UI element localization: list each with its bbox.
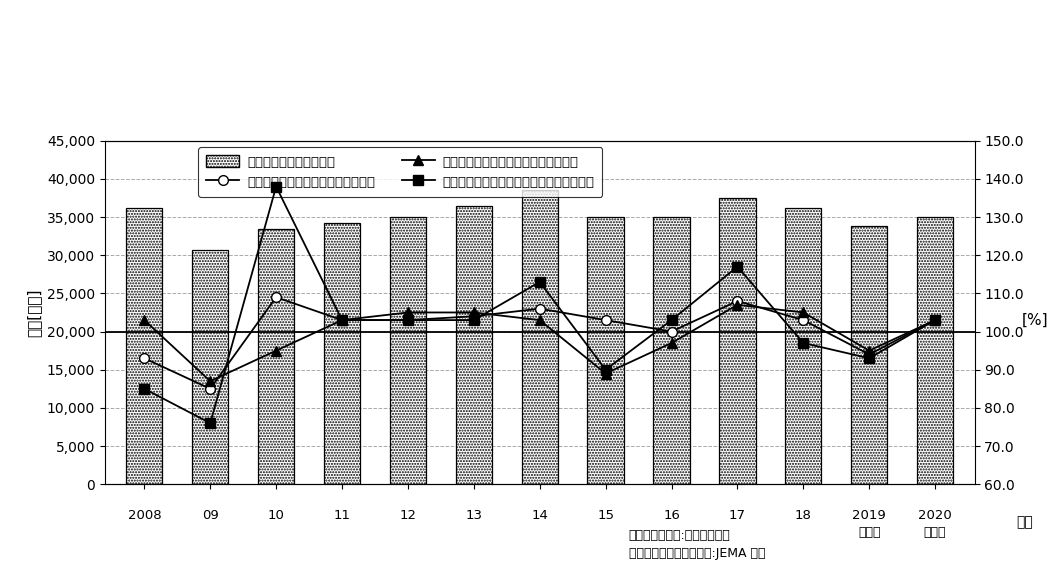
Text: 2008: 2008 bbox=[128, 509, 161, 522]
Text: 見込み: 見込み bbox=[858, 526, 880, 539]
Legend: 国内生産金額（左目盛）, 国内生産金額　前年度比（右目盛）, 受注生産品金額　前年度比（右目盛）, 産業用汎用電気機器　前年度比（右目盛）: 国内生産金額（左目盛）, 国内生産金額 前年度比（右目盛）, 受注生産品金額 前… bbox=[198, 148, 603, 196]
Text: 18: 18 bbox=[794, 509, 812, 522]
Text: 『出所』　実績:生産動態統計: 『出所』 実績:生産動態統計 bbox=[629, 529, 730, 542]
Text: 16: 16 bbox=[663, 509, 680, 522]
Bar bbox=[785, 208, 822, 484]
Text: 09: 09 bbox=[202, 509, 219, 522]
Bar bbox=[258, 229, 294, 484]
Bar bbox=[192, 250, 228, 484]
Bar bbox=[917, 217, 954, 484]
Text: 17: 17 bbox=[729, 509, 746, 522]
Text: 見込み・見通し:JEMA 統計: 見込み・見通し:JEMA 統計 bbox=[629, 547, 765, 560]
Bar bbox=[653, 217, 690, 484]
Text: 年度: 年度 bbox=[1017, 515, 1033, 529]
Text: 11: 11 bbox=[333, 509, 350, 522]
Text: 13: 13 bbox=[465, 509, 482, 522]
Y-axis label: [%]: [%] bbox=[1022, 312, 1048, 328]
Text: 12: 12 bbox=[399, 509, 416, 522]
Y-axis label: 金額[億円]: 金額[億円] bbox=[26, 288, 41, 337]
Text: 15: 15 bbox=[597, 509, 614, 522]
Text: 14: 14 bbox=[531, 509, 548, 522]
Bar bbox=[522, 190, 558, 484]
Bar bbox=[390, 217, 427, 484]
Text: 10: 10 bbox=[267, 509, 285, 522]
Bar bbox=[456, 205, 492, 484]
Bar bbox=[126, 208, 162, 484]
Bar bbox=[719, 198, 756, 484]
Bar bbox=[851, 226, 888, 484]
Bar bbox=[324, 223, 361, 484]
Text: 2020: 2020 bbox=[918, 509, 952, 522]
Text: 見通し: 見通し bbox=[924, 526, 946, 539]
Text: 2019: 2019 bbox=[852, 509, 886, 522]
Bar bbox=[588, 217, 624, 484]
